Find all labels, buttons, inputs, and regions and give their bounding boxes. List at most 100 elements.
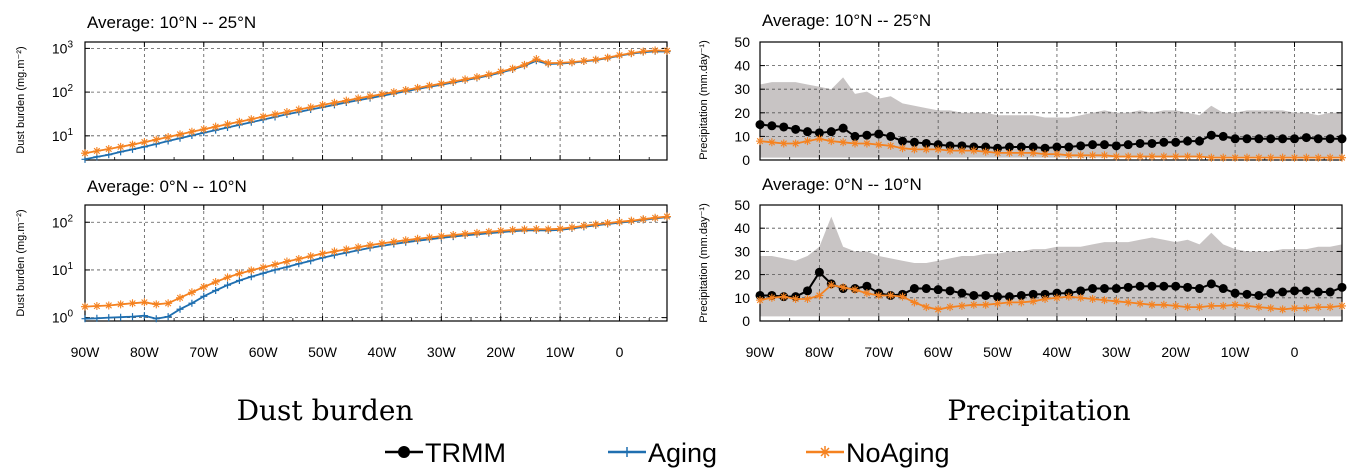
aging-point bbox=[129, 313, 137, 321]
trmm-point bbox=[1171, 137, 1181, 147]
trmm-point bbox=[1088, 284, 1098, 294]
noaging-point bbox=[1159, 152, 1168, 161]
noaging-point bbox=[756, 137, 764, 146]
noaging-point bbox=[413, 83, 422, 92]
noaging-point bbox=[140, 138, 149, 147]
aging-point bbox=[81, 315, 89, 323]
trmm-point bbox=[850, 131, 860, 141]
x-tick-label: 40W bbox=[1043, 344, 1073, 360]
noaging-point bbox=[176, 130, 185, 139]
noaging-point bbox=[259, 112, 268, 121]
trmm-point bbox=[1313, 134, 1323, 144]
noaging-point bbox=[1052, 293, 1061, 302]
noaging-point bbox=[282, 257, 291, 266]
noaging-point bbox=[306, 252, 315, 261]
noaging-point bbox=[591, 55, 600, 64]
y-tick-label: 30 bbox=[734, 81, 750, 97]
noaging-point bbox=[1064, 151, 1073, 160]
noaging-point bbox=[791, 139, 800, 148]
noaging-point bbox=[496, 226, 505, 235]
noaging-point bbox=[140, 298, 149, 307]
noaging-point bbox=[874, 140, 883, 149]
y-tick-label: 40 bbox=[734, 58, 750, 74]
trmm-point bbox=[826, 127, 836, 137]
series-noaging bbox=[756, 134, 1346, 162]
aging-point bbox=[152, 315, 160, 323]
noaging-point bbox=[187, 288, 196, 297]
noaging-point bbox=[886, 291, 895, 300]
noaging-point bbox=[425, 81, 434, 90]
trmm-point bbox=[814, 128, 824, 138]
noaging-point bbox=[1064, 292, 1073, 301]
noaging-point bbox=[342, 245, 351, 254]
noaging-point bbox=[484, 227, 493, 236]
noaging-point bbox=[1302, 153, 1311, 162]
noaging-point bbox=[223, 273, 232, 282]
noaging-point bbox=[1112, 297, 1121, 306]
noaging-point bbox=[128, 140, 137, 149]
noaging-point bbox=[413, 234, 422, 243]
noaging-point bbox=[1207, 301, 1216, 310]
noaging-point bbox=[886, 141, 895, 150]
legend-label-noaging: NoAging bbox=[846, 438, 950, 468]
noaging-point bbox=[247, 266, 256, 275]
trmm-point bbox=[1206, 130, 1216, 140]
noaging-point bbox=[223, 120, 232, 129]
dust-south-ylabel: Dust burden (mg.m⁻²) bbox=[15, 209, 27, 316]
x-tick-label: 60W bbox=[249, 344, 279, 360]
aging-point bbox=[224, 281, 232, 289]
series-line-noaging bbox=[84, 215, 668, 308]
noaging-point bbox=[591, 220, 600, 229]
noaging-point bbox=[1029, 148, 1038, 157]
dust-north-ylabel: Dust burden (mg.m⁻²) bbox=[15, 46, 27, 153]
noaging-point bbox=[1088, 294, 1097, 303]
noaging-point bbox=[81, 302, 89, 311]
noaging-point bbox=[1171, 152, 1180, 161]
trmm-point bbox=[838, 123, 848, 133]
y-tick-label: 20 bbox=[734, 267, 750, 283]
plot-frame bbox=[759, 204, 1343, 322]
precip-north-ylabel: Precipitation (mm.day⁻¹) bbox=[698, 40, 710, 160]
noaging-point bbox=[1076, 151, 1085, 160]
noaging-point bbox=[651, 46, 660, 55]
noaging-point bbox=[1254, 153, 1263, 162]
noaging-point bbox=[957, 301, 966, 310]
trmm-point bbox=[1016, 290, 1026, 300]
noaging-point bbox=[767, 293, 776, 302]
trmm-point bbox=[1230, 288, 1240, 298]
noaging-point bbox=[1326, 153, 1335, 162]
trmm-point bbox=[1266, 288, 1276, 298]
noaging-point bbox=[271, 110, 280, 119]
noaging-point bbox=[993, 148, 1002, 157]
x-tick-label: 70W bbox=[864, 344, 894, 360]
series-noaging bbox=[81, 212, 671, 311]
noaging-point bbox=[922, 145, 931, 154]
noaging-point bbox=[1183, 303, 1192, 312]
trmm-point bbox=[921, 284, 931, 294]
trmm-point bbox=[969, 290, 979, 300]
noaging-point bbox=[187, 127, 196, 136]
noaging-point bbox=[839, 283, 848, 292]
noaging-point bbox=[1136, 299, 1145, 308]
noaging-point bbox=[827, 137, 836, 146]
noaging-point bbox=[1195, 303, 1204, 312]
y-tick-label: 50 bbox=[734, 34, 750, 50]
trmm-point bbox=[803, 286, 813, 296]
noaging-point bbox=[366, 241, 375, 250]
noaging-point bbox=[639, 47, 648, 56]
trmm-point bbox=[862, 281, 872, 291]
noaging-point bbox=[116, 142, 125, 151]
noaging-point bbox=[1326, 303, 1335, 312]
legend-label-aging: Aging bbox=[648, 438, 717, 468]
noaging-point bbox=[779, 139, 788, 148]
noaging-point bbox=[1005, 298, 1014, 307]
noaging-point bbox=[247, 115, 256, 124]
series-aging bbox=[81, 213, 671, 323]
noaging-point bbox=[1124, 298, 1133, 307]
noaging-point bbox=[969, 300, 978, 309]
noaging-point bbox=[199, 125, 208, 134]
noaging-point bbox=[1017, 298, 1026, 307]
legend-marker bbox=[622, 447, 632, 457]
trmm-point bbox=[1254, 290, 1264, 300]
